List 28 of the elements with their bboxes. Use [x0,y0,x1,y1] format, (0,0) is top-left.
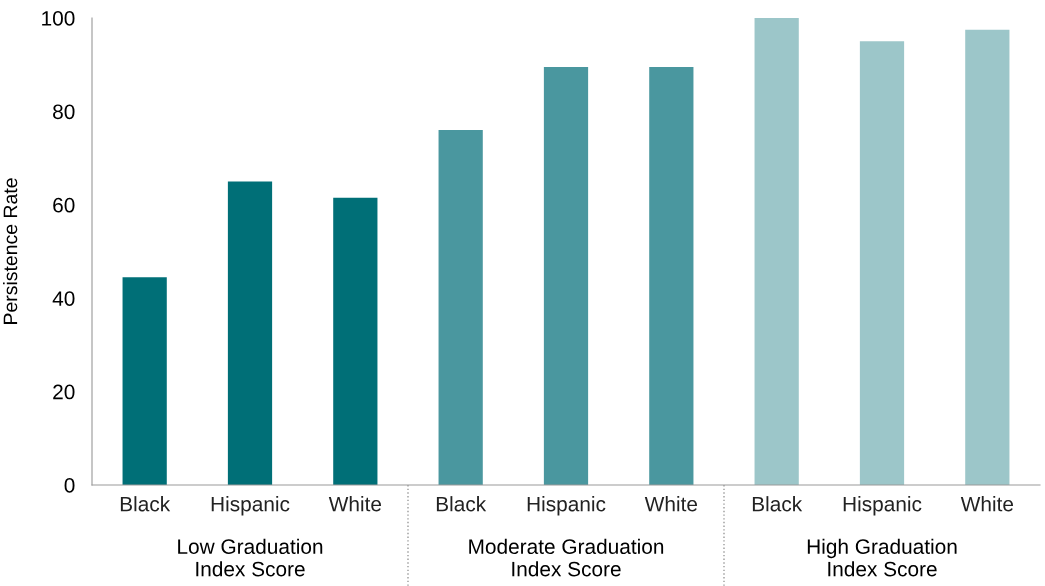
bar [438,130,483,485]
y-tick-label: 80 [53,104,75,120]
x-tick-label: White [328,496,382,512]
bar [333,197,378,485]
x-tick-label: Hispanic [843,496,922,516]
y-tick-label: 20 [53,384,75,400]
x-tick-label: White [644,496,698,512]
text: Moderate Graduation Index Score [469,538,664,577]
x-tick-label: White [960,496,1014,512]
bar [859,41,905,485]
y-tick-label: 0 [64,478,75,493]
bar [754,18,799,485]
x-tick-label: Hispanic [211,496,290,516]
text: High Graduation Index Score [807,538,957,577]
x-tick-label: Hispanic [527,496,606,516]
bar [122,277,167,485]
y-tick-label: 100 [42,11,75,26]
bar [965,29,1010,485]
text: Low Graduation Index Score [178,538,323,577]
x-tick-label: Black [752,496,803,512]
x-tick-label: Black [436,496,487,512]
bar [227,181,273,485]
y-axis-title: Persistence Rate [3,178,18,324]
x-tick-label: Black [120,496,171,512]
bar [649,67,694,485]
bar [543,67,589,485]
y-tick-label: 40 [52,291,75,306]
y-tick-label: 60 [53,197,75,213]
